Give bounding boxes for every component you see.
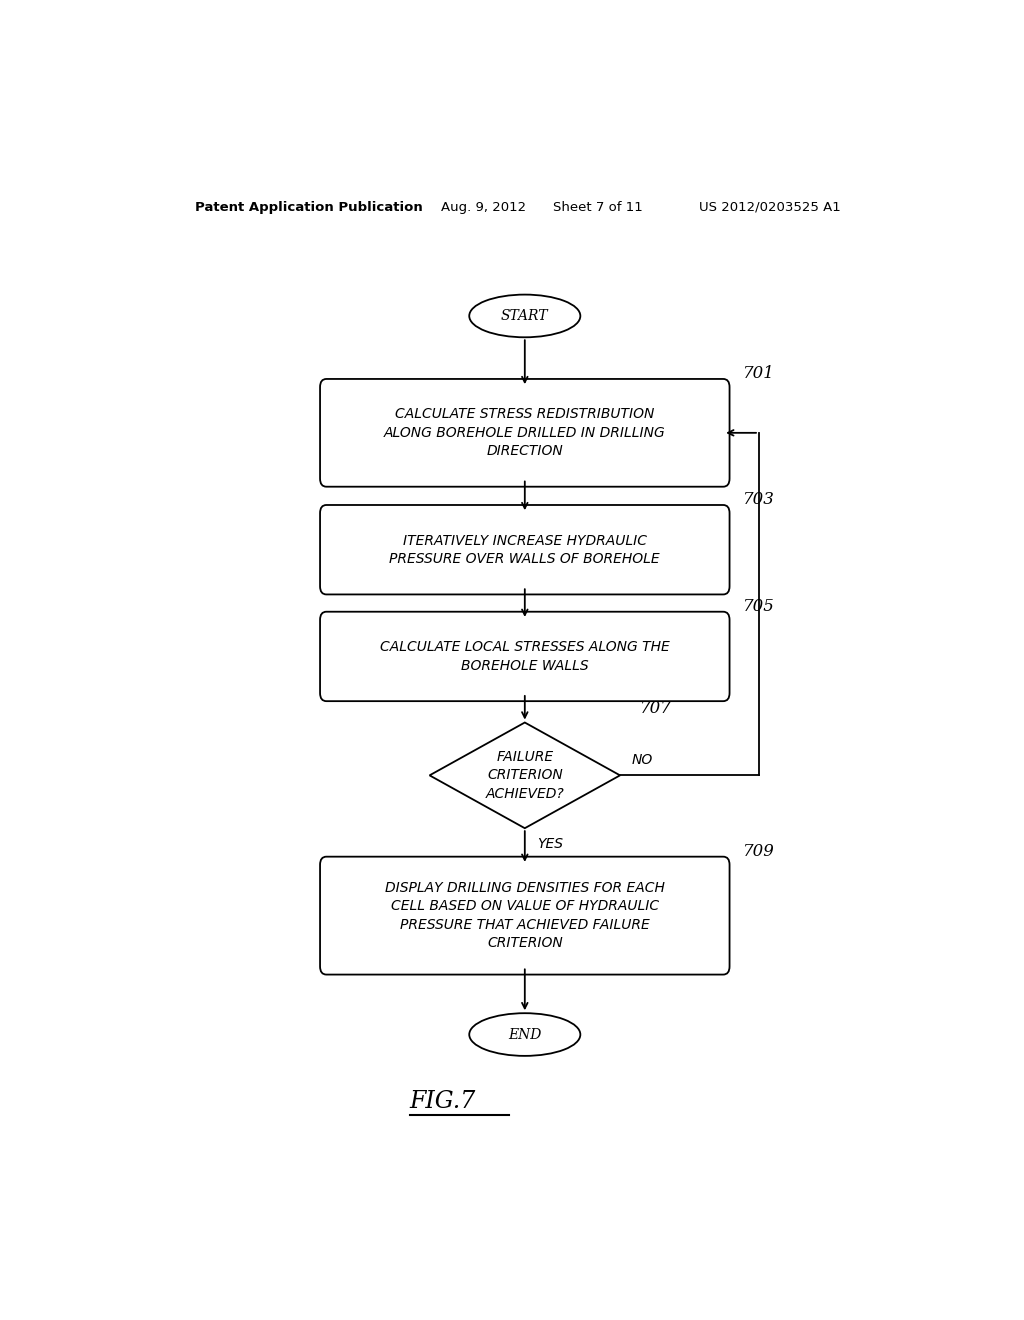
Text: FIG.7: FIG.7 (410, 1090, 476, 1113)
Polygon shape (430, 722, 620, 828)
Text: US 2012/0203525 A1: US 2012/0203525 A1 (699, 201, 841, 214)
FancyBboxPatch shape (321, 611, 729, 701)
Text: YES: YES (537, 837, 563, 851)
FancyBboxPatch shape (321, 506, 729, 594)
Text: Aug. 9, 2012: Aug. 9, 2012 (441, 201, 526, 214)
Text: START: START (501, 309, 549, 323)
Text: CALCULATE STRESS REDISTRIBUTION
ALONG BOREHOLE DRILLED IN DRILLING
DIRECTION: CALCULATE STRESS REDISTRIBUTION ALONG BO… (384, 408, 666, 458)
Text: END: END (508, 1027, 542, 1041)
Text: CALCULATE LOCAL STRESSES ALONG THE
BOREHOLE WALLS: CALCULATE LOCAL STRESSES ALONG THE BOREH… (380, 640, 670, 673)
Ellipse shape (469, 1014, 581, 1056)
Text: Patent Application Publication: Patent Application Publication (196, 201, 423, 214)
Text: 707: 707 (640, 701, 672, 718)
Text: 709: 709 (743, 842, 775, 859)
Text: Sheet 7 of 11: Sheet 7 of 11 (553, 201, 642, 214)
Text: FAILURE
CRITERION
ACHIEVED?: FAILURE CRITERION ACHIEVED? (485, 750, 564, 801)
Text: NO: NO (632, 754, 653, 767)
Ellipse shape (469, 294, 581, 338)
FancyBboxPatch shape (321, 379, 729, 487)
Text: ITERATIVELY INCREASE HYDRAULIC
PRESSURE OVER WALLS OF BOREHOLE: ITERATIVELY INCREASE HYDRAULIC PRESSURE … (389, 533, 660, 566)
FancyBboxPatch shape (321, 857, 729, 974)
Text: DISPLAY DRILLING DENSITIES FOR EACH
CELL BASED ON VALUE OF HYDRAULIC
PRESSURE TH: DISPLAY DRILLING DENSITIES FOR EACH CELL… (385, 880, 665, 950)
Text: 705: 705 (743, 598, 775, 615)
Text: 703: 703 (743, 491, 775, 508)
Text: 701: 701 (743, 366, 775, 381)
